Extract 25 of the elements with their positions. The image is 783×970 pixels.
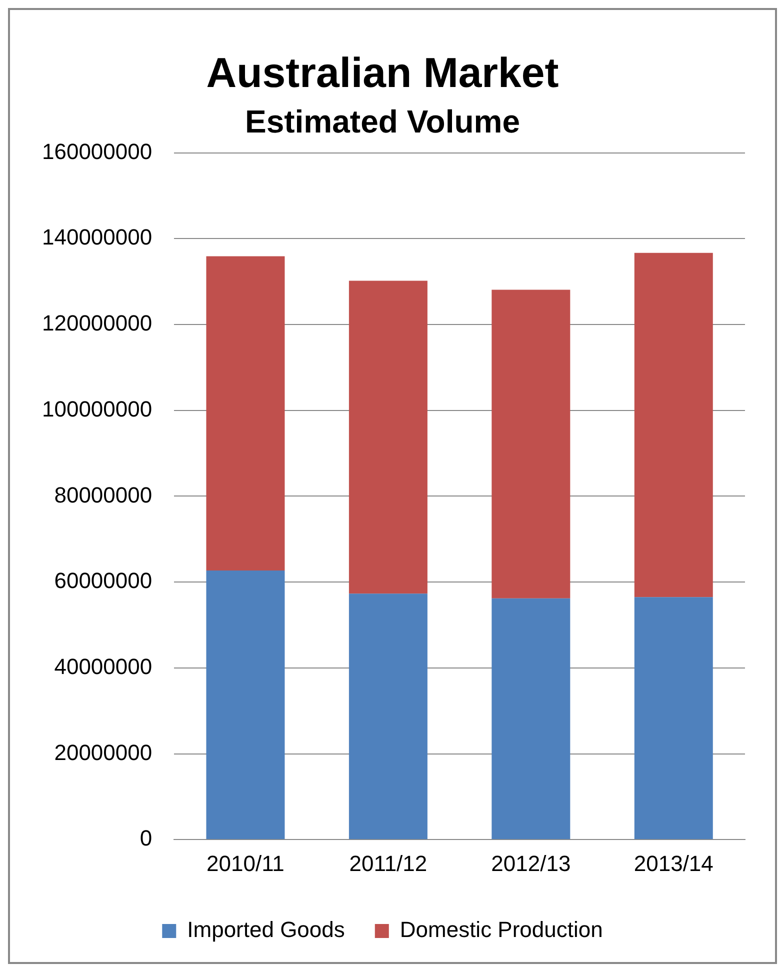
bar	[348, 280, 428, 594]
x-tick-label: 2013/14	[634, 850, 714, 876]
x-tick-label: 2011/12	[349, 850, 428, 876]
bar	[634, 597, 713, 840]
bar	[206, 256, 285, 570]
chart-subtitle: Estimated Volume	[244, 103, 520, 140]
chart-title: Australian Market	[206, 48, 559, 96]
x-tick-label: 2012/13	[491, 850, 571, 876]
y-tick-label: 140000000	[42, 224, 152, 250]
bar	[348, 594, 428, 840]
x-tick-label: 2010/11	[206, 850, 284, 876]
y-tick-label: 60000000	[54, 568, 152, 594]
legend-label: Imported Goods	[187, 917, 345, 942]
y-tick-label: 160000000	[42, 138, 152, 164]
y-tick-label: 40000000	[54, 654, 152, 679]
y-tick-label: 0	[140, 826, 152, 851]
bar	[492, 598, 570, 840]
bar	[634, 252, 713, 598]
legend-label: Domestic Production	[400, 917, 603, 942]
y-tick-label: 20000000	[54, 740, 152, 765]
bar	[206, 570, 285, 840]
y-tick-label: 120000000	[42, 310, 152, 336]
bar	[492, 290, 570, 598]
y-tick-label: 100000000	[42, 396, 152, 422]
y-tick-label: 80000000	[54, 482, 152, 508]
